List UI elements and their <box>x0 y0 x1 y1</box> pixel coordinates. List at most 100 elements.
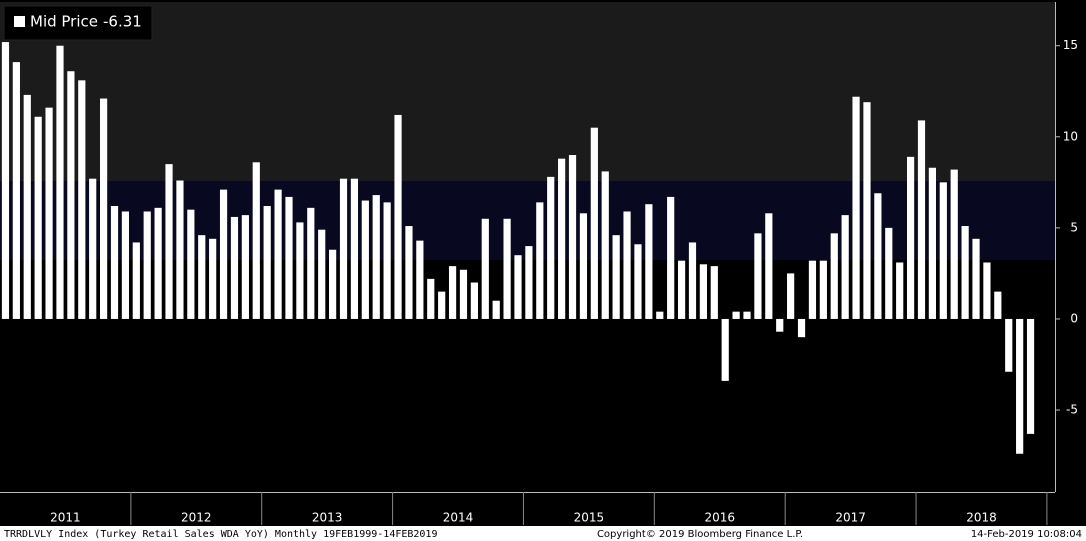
bar <box>623 211 631 319</box>
x-year-label: 2013 <box>312 511 343 525</box>
bar <box>765 213 773 319</box>
bar <box>525 246 533 319</box>
x-year-label: 2014 <box>443 511 474 525</box>
bar <box>579 213 588 319</box>
bar <box>448 266 457 319</box>
bar <box>12 62 20 319</box>
bar <box>863 102 871 319</box>
bar <box>612 235 620 319</box>
x-year-label: 2017 <box>835 511 866 525</box>
bar <box>808 260 817 319</box>
bar <box>983 262 991 319</box>
bar <box>394 114 402 319</box>
bar <box>492 300 500 319</box>
legend-label: Mid Price <box>30 13 98 31</box>
bar <box>547 176 555 319</box>
bar <box>34 116 42 319</box>
bar <box>143 211 151 319</box>
bar <box>885 227 893 319</box>
legend-swatch <box>14 16 25 27</box>
bar <box>874 193 882 319</box>
bar <box>416 240 424 319</box>
bar <box>699 264 707 319</box>
bar <box>819 260 827 319</box>
bar <box>590 127 598 319</box>
legend: Mid Price -6.31 <box>3 5 153 41</box>
bar <box>361 200 369 319</box>
bar <box>67 71 75 319</box>
x-year-label: 2015 <box>574 511 605 525</box>
bar <box>263 206 271 319</box>
bar <box>209 238 217 319</box>
bar <box>23 94 31 319</box>
bar <box>383 202 391 319</box>
y-tick-label: 5 <box>1070 220 1078 234</box>
bar <box>732 311 740 319</box>
bar <box>252 162 260 319</box>
x-year-label: 2011 <box>50 511 81 525</box>
bar <box>852 96 860 319</box>
bar <box>372 195 380 319</box>
bar <box>56 45 64 319</box>
bar <box>514 255 522 319</box>
y-tick-label: 0 <box>1070 311 1078 325</box>
bar <box>667 196 675 319</box>
bar <box>896 262 904 319</box>
bar <box>132 242 140 319</box>
footer-left: TRRDLVLY Index (Turkey Retail Sales WDA … <box>4 529 437 540</box>
bar <box>339 178 348 319</box>
bar <box>187 209 195 319</box>
bar <box>994 291 1002 319</box>
bar <box>906 156 915 319</box>
y-axis: -5 0 5 10 15 <box>1055 38 1078 417</box>
bar <box>45 107 53 319</box>
bar <box>121 211 130 319</box>
bar <box>110 206 119 319</box>
bar <box>438 291 446 319</box>
footer-bar <box>0 526 1086 541</box>
bar <box>405 226 413 319</box>
bar <box>601 171 609 319</box>
bar <box>230 216 239 319</box>
bar <box>797 318 806 338</box>
bar <box>459 269 468 319</box>
bar <box>972 238 980 319</box>
bar <box>710 266 718 319</box>
footer-center: Copyright© 2019 Bloomberg Finance L.P. <box>597 529 803 540</box>
bars <box>1 42 1035 454</box>
x-year-label: 2018 <box>966 511 997 525</box>
bar <box>961 226 969 319</box>
bar <box>176 180 184 319</box>
bar <box>154 207 162 319</box>
bar <box>241 215 249 319</box>
bar <box>743 311 751 319</box>
bar <box>645 204 653 319</box>
bar <box>318 229 326 319</box>
bar <box>219 189 228 319</box>
bar <box>928 167 936 319</box>
bar <box>830 233 838 319</box>
bar <box>503 218 511 319</box>
bar <box>1005 318 1013 372</box>
x-year-label: 2012 <box>181 511 212 525</box>
bar <box>721 318 729 381</box>
bar <box>89 178 97 319</box>
bar <box>470 282 478 319</box>
legend-box <box>3 5 153 41</box>
bar <box>329 249 337 319</box>
bar <box>427 278 435 319</box>
bar <box>787 273 795 319</box>
bar <box>350 178 359 319</box>
bar <box>536 202 544 319</box>
bar <box>1 42 10 319</box>
y-tick-label: -5 <box>1066 403 1078 417</box>
bar <box>568 155 577 319</box>
bar <box>274 189 282 319</box>
bar <box>688 242 697 319</box>
bar <box>950 169 958 319</box>
footer-right: 14-Feb-2019 10:08:04 <box>971 529 1082 540</box>
bar <box>198 235 206 319</box>
bar <box>558 158 566 319</box>
x-axis: 2011 2012 2013 2014 2015 2016 2017 2018 <box>50 492 1048 525</box>
bar <box>285 196 293 319</box>
